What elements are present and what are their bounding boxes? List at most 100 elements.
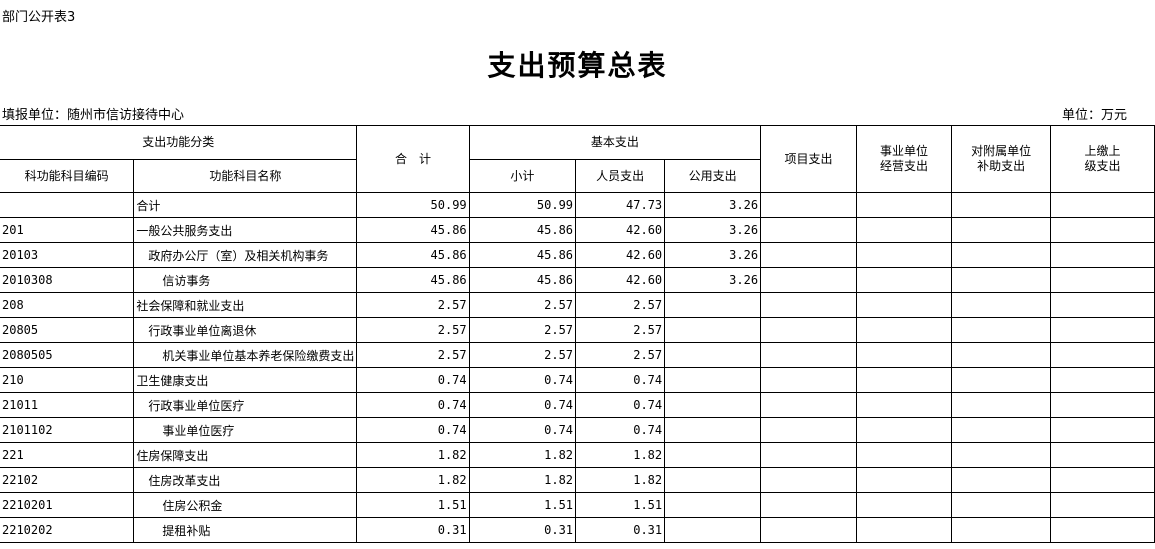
table-row: 合计 50.99 50.99 47.73 3.26 bbox=[0, 192, 1155, 218]
cell-code: 21011 bbox=[0, 392, 135, 418]
table-row: 21011 行政事业单位医疗 0.74 0.74 0.74 bbox=[0, 392, 1155, 418]
cell-total: 1.82 bbox=[356, 467, 470, 493]
cell-subsidy bbox=[951, 192, 1052, 218]
cell-upper bbox=[1050, 192, 1155, 218]
cell-code: 2010308 bbox=[0, 267, 135, 293]
cell-business bbox=[856, 267, 953, 293]
cell-upper bbox=[1050, 317, 1155, 343]
cell-subsidy bbox=[951, 242, 1052, 268]
cell-personnel: 2.57 bbox=[575, 317, 666, 343]
table-row: 210 卫生健康支出 0.74 0.74 0.74 bbox=[0, 367, 1155, 393]
cell-personnel: 42.60 bbox=[575, 267, 666, 293]
cell-public bbox=[664, 467, 762, 493]
header-basic: 基本支出 bbox=[468, 125, 762, 160]
header-upper: 上缴上 级支出 bbox=[1050, 125, 1155, 193]
cell-personnel: 0.74 bbox=[575, 367, 666, 393]
cell-public bbox=[664, 292, 762, 318]
table-row: 2210202 提租补贴 0.31 0.31 0.31 bbox=[0, 517, 1155, 543]
cell-personnel: 1.82 bbox=[575, 467, 666, 493]
cell-personnel: 47.73 bbox=[575, 192, 666, 218]
cell-project bbox=[760, 392, 858, 418]
cell-project bbox=[760, 417, 858, 443]
cell-name: 行政事业单位离退休 bbox=[133, 317, 358, 343]
cell-business bbox=[856, 242, 953, 268]
cell-project bbox=[760, 292, 858, 318]
cell-subsidy bbox=[951, 292, 1052, 318]
cell-public: 3.26 bbox=[664, 242, 762, 268]
cell-personnel: 42.60 bbox=[575, 242, 666, 268]
header-personnel: 人员支出 bbox=[575, 159, 666, 193]
cell-name: 社会保障和就业支出 bbox=[133, 292, 358, 318]
table-row: 2010308 信访事务 45.86 45.86 42.60 3.26 bbox=[0, 267, 1155, 293]
header-func-class: 支出功能分类 bbox=[0, 125, 358, 160]
cell-name: 行政事业单位医疗 bbox=[133, 392, 358, 418]
cell-name: 一般公共服务支出 bbox=[133, 217, 358, 243]
cell-total: 45.86 bbox=[356, 267, 470, 293]
cell-subsidy bbox=[951, 367, 1052, 393]
cell-name: 提租补贴 bbox=[133, 517, 358, 543]
header-subtotal: 小计 bbox=[468, 159, 577, 193]
cell-name: 事业单位医疗 bbox=[133, 417, 358, 443]
cell-subtotal: 1.51 bbox=[468, 492, 577, 518]
cell-public: 3.26 bbox=[664, 267, 762, 293]
cell-total: 0.74 bbox=[356, 392, 470, 418]
header-business: 事业单位 经营支出 bbox=[856, 125, 953, 193]
header-public: 公用支出 bbox=[664, 159, 762, 193]
page-title: 支出预算总表 bbox=[487, 49, 668, 82]
cell-subsidy bbox=[951, 267, 1052, 293]
header-total: 合 计 bbox=[356, 125, 470, 193]
header-project: 项目支出 bbox=[760, 125, 858, 193]
cell-subtotal: 45.86 bbox=[468, 267, 577, 293]
cell-upper bbox=[1050, 442, 1155, 468]
cell-name: 政府办公厅（室）及相关机构事务 bbox=[133, 242, 358, 268]
cell-subtotal: 2.57 bbox=[468, 317, 577, 343]
header-subsidy: 对附属单位 补助支出 bbox=[951, 125, 1052, 193]
cell-code bbox=[0, 192, 135, 218]
cell-business bbox=[856, 442, 953, 468]
cell-project bbox=[760, 367, 858, 393]
table-row: 221 住房保障支出 1.82 1.82 1.82 bbox=[0, 442, 1155, 468]
cell-project bbox=[760, 517, 858, 543]
cell-upper bbox=[1050, 517, 1155, 543]
cell-total: 0.74 bbox=[356, 367, 470, 393]
cell-public bbox=[664, 367, 762, 393]
cell-subtotal: 2.57 bbox=[468, 342, 577, 368]
cell-subsidy bbox=[951, 492, 1052, 518]
cell-business bbox=[856, 392, 953, 418]
table-row: 22102 住房改革支出 1.82 1.82 1.82 bbox=[0, 467, 1155, 493]
cell-upper bbox=[1050, 267, 1155, 293]
cell-subtotal: 0.74 bbox=[468, 367, 577, 393]
cell-upper bbox=[1050, 342, 1155, 368]
cell-subtotal: 0.74 bbox=[468, 392, 577, 418]
cell-name: 住房保障支出 bbox=[133, 442, 358, 468]
table-row: 2080505 机关事业单位基本养老保险缴费支出 2.57 2.57 2.57 bbox=[0, 342, 1155, 368]
cell-business bbox=[856, 367, 953, 393]
table-row: 201 一般公共服务支出 45.86 45.86 42.60 3.26 bbox=[0, 217, 1155, 243]
cell-business bbox=[856, 192, 953, 218]
cell-business bbox=[856, 317, 953, 343]
cell-total: 2.57 bbox=[356, 317, 470, 343]
cell-personnel: 42.60 bbox=[575, 217, 666, 243]
cell-total: 2.57 bbox=[356, 342, 470, 368]
cell-business bbox=[856, 217, 953, 243]
cell-subtotal: 0.31 bbox=[468, 517, 577, 543]
cell-code: 210 bbox=[0, 367, 135, 393]
cell-total: 45.86 bbox=[356, 242, 470, 268]
cell-subtotal: 1.82 bbox=[468, 442, 577, 468]
cell-subsidy bbox=[951, 317, 1052, 343]
cell-personnel: 0.74 bbox=[575, 392, 666, 418]
cell-subtotal: 0.74 bbox=[468, 417, 577, 443]
cell-business bbox=[856, 417, 953, 443]
cell-upper bbox=[1050, 367, 1155, 393]
cell-subsidy bbox=[951, 517, 1052, 543]
table-row: 20103 政府办公厅（室）及相关机构事务 45.86 45.86 42.60 3.26 bbox=[0, 242, 1155, 268]
cell-subsidy bbox=[951, 417, 1052, 443]
cell-code: 2101102 bbox=[0, 417, 135, 443]
cell-personnel: 0.74 bbox=[575, 417, 666, 443]
budget-table: 支出功能分类 合 计 基本支出 项目支出 事业单位 经营支出 对附属单位 补助支… bbox=[0, 125, 1155, 543]
cell-code: 2210201 bbox=[0, 492, 135, 518]
header-code: 科功能科目编码 bbox=[0, 159, 135, 193]
cell-code: 2080505 bbox=[0, 342, 135, 368]
cell-code: 221 bbox=[0, 442, 135, 468]
cell-subsidy bbox=[951, 467, 1052, 493]
